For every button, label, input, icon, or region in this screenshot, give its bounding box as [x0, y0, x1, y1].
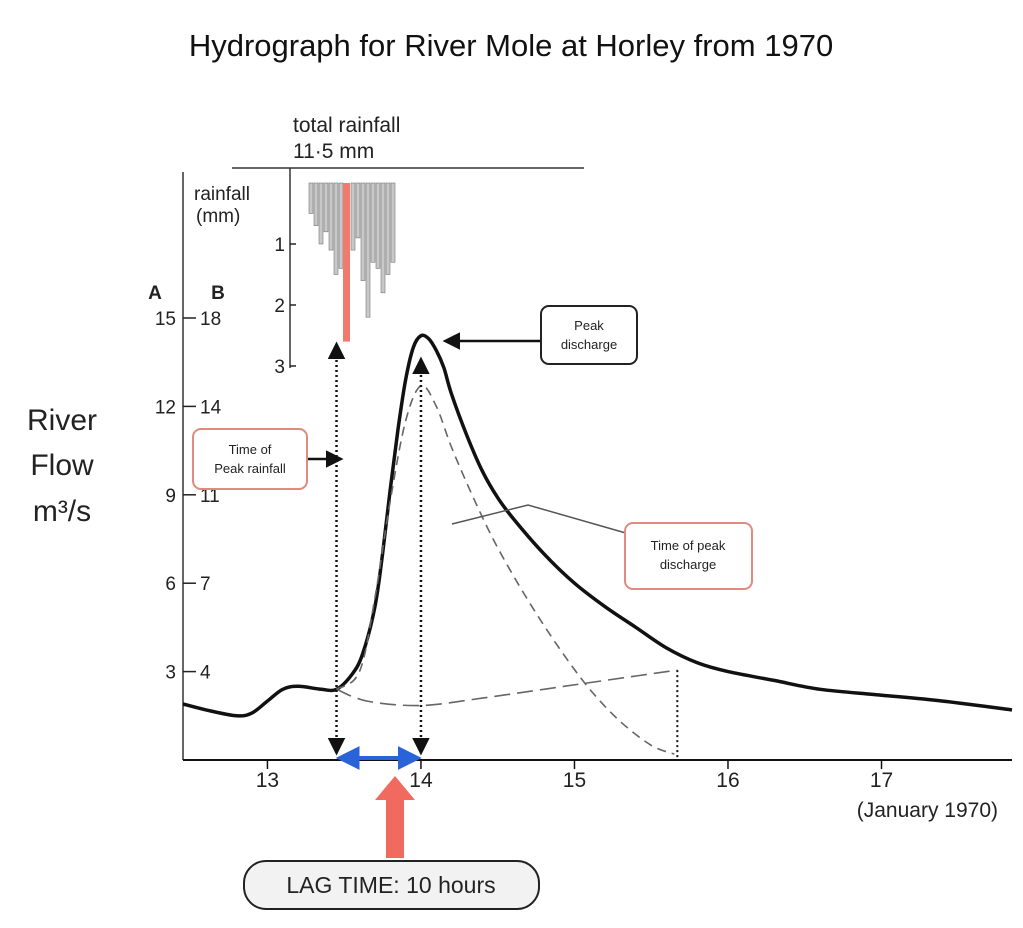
- rainfall-axis-label-line-2: (mm): [196, 206, 240, 227]
- y-tick-a-label: 6: [165, 574, 176, 595]
- peak-rainfall-box: [192, 428, 308, 490]
- rainfall-bar: [375, 182, 381, 269]
- y-tick-a-label: 12: [155, 397, 176, 418]
- rainfall-bar: [355, 182, 361, 239]
- x-axis-ticks: 13 14 15 16 17: [256, 760, 893, 792]
- x-axis-title: (January 1970): [857, 799, 998, 822]
- y-tick-b-label: 7: [200, 574, 211, 595]
- y-tick-b-label: 11: [200, 486, 220, 507]
- rainfall-bar: [323, 182, 329, 233]
- y-axis-a-label: A: [148, 283, 162, 304]
- rainfall-bar: [360, 182, 366, 281]
- peak-discharge-time-callout: Time of peak discharge: [451, 504, 753, 590]
- rainfall-axis-label-line-1: rainfall: [194, 184, 250, 205]
- rainfall-bar: [370, 182, 376, 263]
- peak-rainfall-label: Time of Peak rainfall: [214, 442, 286, 476]
- rainfall-total-value: 11·5 mm: [293, 140, 374, 163]
- x-tick-label: 15: [563, 769, 586, 792]
- rainfall-bar: [350, 182, 356, 251]
- lag-time-label: LAG TIME: 10 hours: [286, 872, 495, 898]
- lag-time-pointer: [375, 776, 415, 858]
- rainfall-total-label: total rainfall: [293, 114, 400, 137]
- rainfall-bar: [365, 182, 371, 318]
- series-dashed: [336, 384, 675, 755]
- rainfall-ticks: 1 2 3: [274, 235, 296, 378]
- rainfall-tick-label: 2: [274, 296, 285, 317]
- rainfall-bar: [333, 182, 339, 275]
- x-tick-label: 13: [256, 769, 279, 792]
- x-tick-label: 16: [716, 769, 739, 792]
- peak-discharge-time-box: [624, 522, 753, 590]
- x-tick-label: 14: [409, 769, 433, 792]
- rainfall-bar: [390, 182, 396, 263]
- y-tick-a-label: 9: [165, 486, 176, 507]
- series-long-dashed: [336, 669, 678, 707]
- y-tick-b-label: 4: [200, 663, 211, 684]
- peak-rainfall-callout: Time of Peak rainfall: [192, 428, 344, 490]
- rainfall-bar: [318, 182, 324, 245]
- x-tick-label: 17: [870, 769, 893, 792]
- rainfall-tick-label: 1: [274, 235, 285, 256]
- y-axis-title-line-3: m³/s: [33, 495, 91, 528]
- rainfall-inset: total rainfall 11·5 mm rainfall (mm) 1 2 3: [182, 114, 584, 760]
- peak-discharge-callout: Peak discharge: [442, 305, 638, 365]
- rainfall-tick-label: 3: [274, 357, 285, 378]
- y-tick-a-label: 3: [165, 663, 176, 684]
- rainfall-bar: [380, 182, 386, 294]
- y-tick-b-label: 18: [200, 309, 221, 330]
- rainfall-bar: [338, 182, 344, 269]
- rainfall-peak-bar: [343, 183, 350, 342]
- y-tick-b-label: 14: [200, 397, 222, 418]
- lag-time-box: [243, 860, 540, 910]
- peak-discharge-label: Peak discharge: [561, 318, 617, 352]
- rainfall-bars: [308, 182, 396, 342]
- lag-time-annotation: LAG TIME: 10 hours: [243, 746, 540, 910]
- rainfall-bar: [313, 182, 319, 227]
- y-axis-title-line-2: Flow: [30, 449, 94, 482]
- series-solid: [182, 333, 1013, 718]
- rainfall-bar: [308, 182, 314, 214]
- y-axis-b-label: B: [211, 283, 225, 304]
- y-axis-ticks: 3 4 6 7 9 11 12 14 15 18: [155, 309, 222, 684]
- rainfall-bar: [385, 182, 391, 275]
- event-markers: [327, 341, 679, 758]
- peak-discharge-box: [540, 305, 638, 365]
- chart-title: Hydrograph for River Mole at Horley from…: [189, 28, 833, 63]
- series-layer: [182, 333, 1013, 755]
- peak-discharge-time-label: Time of peak discharge: [651, 538, 726, 572]
- y-axis-title-line-1: River: [27, 404, 97, 437]
- y-tick-a-label: 15: [155, 309, 176, 330]
- rainfall-bar: [328, 182, 334, 251]
